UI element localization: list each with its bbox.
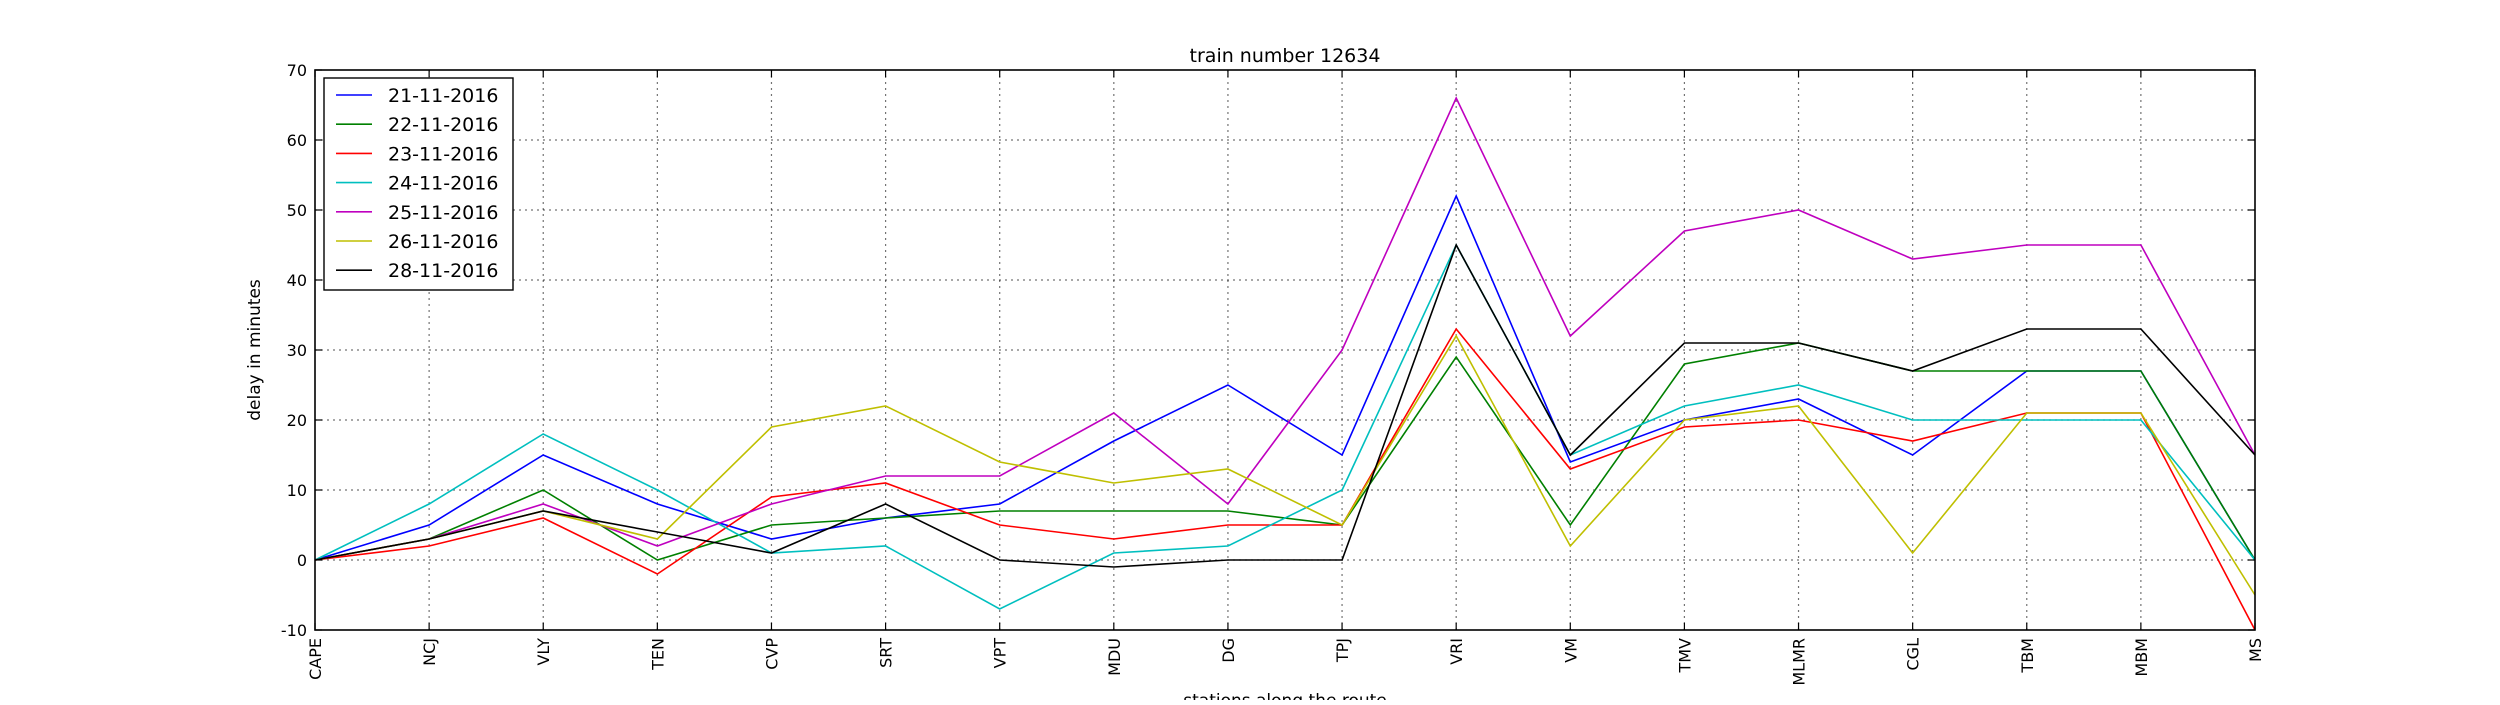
x-tick-label: CAPE (306, 638, 325, 680)
x-tick-label: MS (2246, 638, 2265, 662)
series-line-24-11-2016 (314, 243, 2256, 610)
x-tick-label: MBM (2132, 638, 2151, 677)
legend-label: 22-11-2016 (388, 114, 498, 136)
series-line-23-11-2016 (314, 327, 2256, 631)
axis-ticks: -10 0 10 20 30 40 50 60 70 CAPE NCJ VLY TEN CVP SRT VPT… (281, 61, 2265, 686)
x-tick-label: DG (1219, 638, 1238, 663)
chart-title: train number 12634 (1190, 45, 1381, 67)
series-line-26-11-2016 (314, 334, 2256, 596)
legend-box (323, 77, 514, 291)
y-tick-label: 0 (297, 551, 307, 570)
x-tick-label: TEN (648, 638, 667, 671)
legend-label: 26-11-2016 (388, 231, 498, 253)
x-axis-label: stations along the route (1183, 691, 1387, 700)
x-tick-label: VM (1561, 638, 1580, 663)
x-tick-label: VRI (1447, 638, 1466, 665)
legend-label: 25-11-2016 (388, 202, 498, 224)
x-tick-label: VPT (991, 638, 1010, 669)
series-line-25-11-2016 (314, 96, 2256, 561)
x-tick-label: TMV (1675, 638, 1694, 674)
y-tick-label: 60 (287, 131, 307, 150)
legend: 21-11-2016 22-11-2016 23-11-2016 24-11-2016… (323, 77, 514, 291)
x-tick-label: MDU (1105, 638, 1124, 676)
legend-label: 28-11-2016 (388, 260, 498, 282)
x-tick-label: CVP (762, 638, 781, 670)
x-tick-label: SRT (877, 638, 896, 668)
series-lines (314, 96, 2256, 631)
x-tick-label: VLY (534, 638, 553, 666)
y-tick-label: 70 (287, 61, 307, 80)
x-tick-label: NCJ (420, 638, 439, 666)
y-tick-label: 30 (287, 341, 307, 360)
legend-label: 21-11-2016 (388, 85, 498, 107)
legend-label: 24-11-2016 (388, 173, 498, 195)
series-line-21-11-2016 (314, 193, 2256, 561)
legend-label: 23-11-2016 (388, 143, 498, 165)
x-tick-label: TPJ (1333, 638, 1352, 663)
y-tick-label: 50 (287, 201, 307, 220)
y-tick-label: -10 (281, 621, 307, 640)
y-tick-label: 20 (287, 411, 307, 430)
y-tick-label: 40 (287, 271, 307, 290)
x-tick-label: CGL (1904, 638, 1923, 671)
y-axis-label: delay in minutes (245, 279, 265, 421)
y-tick-label: 10 (287, 481, 307, 500)
x-tick-label: MLMR (1790, 638, 1809, 686)
series-line-28-11-2016 (314, 243, 2256, 568)
x-tick-label: TBM (2018, 638, 2037, 674)
